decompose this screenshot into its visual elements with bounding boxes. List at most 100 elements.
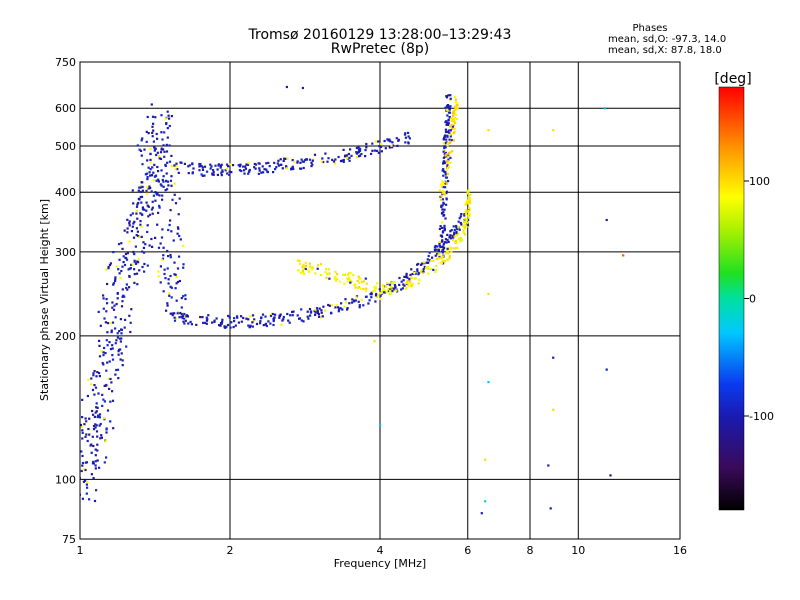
data-point <box>251 321 254 324</box>
data-point <box>376 149 379 152</box>
data-point <box>180 306 183 309</box>
data-point <box>97 415 100 418</box>
data-point <box>121 247 124 250</box>
data-point <box>382 291 386 294</box>
data-point <box>454 101 457 104</box>
data-point <box>126 218 129 221</box>
x-tick-label: 6 <box>464 544 471 557</box>
data-point <box>184 297 187 301</box>
data-point <box>459 236 463 239</box>
data-point <box>221 169 224 172</box>
data-point <box>266 170 269 173</box>
data-point <box>309 314 312 317</box>
data-point <box>416 263 419 266</box>
data-point <box>112 427 115 430</box>
data-point <box>428 251 431 254</box>
data-point <box>443 161 446 165</box>
data-point <box>445 168 448 171</box>
data-point <box>467 218 470 221</box>
data-point <box>141 185 144 188</box>
data-point <box>130 263 133 266</box>
data-point <box>398 276 401 280</box>
data-point <box>124 252 128 256</box>
data-point <box>448 141 451 145</box>
data-point <box>158 206 161 209</box>
data-point <box>307 317 310 320</box>
data-point <box>427 266 430 269</box>
data-point <box>427 254 430 258</box>
data-point <box>449 125 452 128</box>
data-point <box>167 255 170 258</box>
data-point <box>102 398 105 401</box>
data-point <box>248 170 251 173</box>
data-point <box>465 210 468 213</box>
data-point <box>279 313 282 316</box>
data-point <box>201 316 204 319</box>
data-point <box>433 246 436 249</box>
data-point <box>228 170 231 173</box>
data-point <box>96 406 99 409</box>
data-point <box>449 94 452 97</box>
data-point <box>421 270 424 273</box>
data-point <box>301 271 305 274</box>
data-point <box>440 195 443 198</box>
data-point <box>92 413 95 416</box>
data-point <box>397 139 400 142</box>
data-point <box>138 236 141 239</box>
data-point <box>334 158 337 161</box>
data-point <box>442 168 445 171</box>
data-point <box>442 170 446 173</box>
data-point <box>251 314 255 317</box>
data-point <box>447 94 450 97</box>
data-point <box>174 273 177 276</box>
data-point <box>166 304 169 307</box>
data-point <box>440 240 444 243</box>
data-point <box>441 239 444 242</box>
data-point <box>96 443 99 446</box>
data-point <box>440 234 443 237</box>
data-point <box>225 325 228 328</box>
data-point <box>310 268 313 271</box>
data-point <box>146 186 149 189</box>
data-point <box>92 372 95 375</box>
data-point <box>155 153 158 157</box>
data-point <box>451 234 454 237</box>
data-point <box>245 163 248 166</box>
data-point <box>237 321 240 324</box>
data-point <box>147 166 150 169</box>
data-point <box>447 240 450 243</box>
data-point <box>114 316 117 319</box>
data-point <box>117 268 120 271</box>
data-point <box>154 147 157 150</box>
data-point <box>111 301 114 304</box>
data-point <box>373 289 377 292</box>
data-point <box>187 322 190 325</box>
data-point <box>286 312 289 316</box>
data-point <box>384 285 388 288</box>
data-point <box>115 368 118 372</box>
data-point <box>314 308 317 311</box>
data-point <box>148 171 151 174</box>
data-point <box>73 430 75 432</box>
data-point <box>109 377 112 381</box>
data-point <box>285 167 288 170</box>
data-point <box>80 469 83 473</box>
data-point <box>156 151 159 154</box>
data-point <box>444 182 447 185</box>
data-point <box>453 131 456 134</box>
data-point <box>422 261 426 264</box>
data-point <box>370 152 373 155</box>
data-point <box>285 165 288 168</box>
data-point <box>112 308 116 311</box>
y-axis-label: Stationary phase Virtual Height [km] <box>38 199 51 401</box>
y-tick-label: 200 <box>55 330 76 343</box>
data-point <box>346 273 350 276</box>
data-point <box>100 434 103 437</box>
data-point <box>88 417 91 420</box>
data-point <box>203 174 206 177</box>
data-point <box>268 165 271 168</box>
data-point <box>85 483 88 486</box>
data-point <box>460 213 463 216</box>
data-point <box>408 280 412 283</box>
data-point <box>96 371 99 374</box>
